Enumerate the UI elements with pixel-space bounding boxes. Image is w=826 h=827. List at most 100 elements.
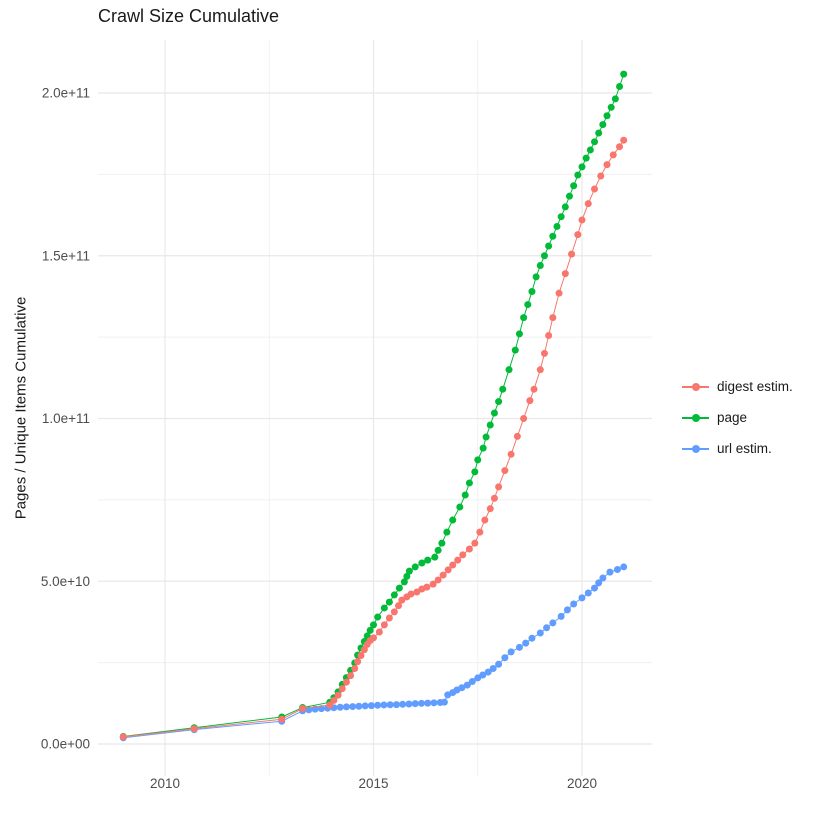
series-point [568, 250, 576, 258]
series-point [490, 494, 498, 502]
legend-key-url-estim-icon [682, 439, 709, 458]
series-point [392, 701, 400, 709]
series-point [570, 182, 578, 190]
series-point [607, 103, 615, 111]
series-point [357, 651, 365, 659]
series-point [520, 415, 528, 422]
series-point [582, 154, 590, 162]
series-point [481, 516, 489, 524]
series-point [515, 330, 523, 338]
series-point [438, 539, 446, 547]
series-point [334, 691, 342, 699]
legend-item-digest-estim: digest estim. [682, 377, 793, 396]
series-point [549, 619, 557, 627]
series-point [586, 146, 594, 154]
series-point [367, 702, 375, 710]
series-point [599, 574, 607, 582]
series-point [458, 684, 466, 692]
series-point [620, 136, 628, 144]
chart-title: Crawl Size Cumulative [98, 6, 280, 26]
series-point [351, 664, 359, 672]
series-point [468, 678, 476, 686]
series-point [490, 409, 498, 417]
series-point [385, 598, 393, 606]
series-point [616, 82, 624, 90]
series-point [528, 288, 536, 296]
series-point [495, 660, 503, 668]
series-point [599, 121, 607, 129]
series-point [424, 556, 432, 564]
series-point [400, 578, 408, 586]
series-point [418, 559, 426, 567]
series-point [536, 366, 544, 374]
series-point [570, 600, 578, 608]
series-point [578, 216, 586, 224]
series-point [532, 273, 540, 281]
series-point [366, 626, 374, 634]
legend-label-page: page [717, 410, 748, 425]
legend-item-page: page [682, 408, 793, 427]
series-point [380, 701, 388, 709]
series-point [486, 421, 494, 429]
series-point [430, 699, 438, 707]
series-point [479, 671, 487, 679]
series-point [561, 270, 569, 278]
series-point [439, 571, 447, 579]
series-point [595, 129, 603, 137]
series-point [565, 192, 573, 200]
series-point [555, 289, 563, 297]
series-point [526, 397, 534, 405]
series-point [449, 561, 457, 569]
series-point [591, 584, 599, 592]
series-point [370, 634, 377, 642]
series-point [474, 456, 482, 464]
series-point [423, 583, 431, 591]
series-point [620, 70, 628, 78]
series-point [336, 703, 344, 711]
series-point [507, 450, 515, 458]
series-point [411, 700, 419, 708]
series-point [574, 171, 582, 179]
series-point [461, 491, 469, 499]
series-point [390, 591, 398, 599]
series-point [390, 608, 398, 616]
series-point [591, 185, 599, 193]
series-point [374, 701, 382, 709]
series-point [465, 479, 473, 487]
series-point [536, 629, 544, 637]
series-point [578, 163, 586, 171]
series-point [606, 568, 614, 576]
series-point [501, 467, 509, 475]
series-point [361, 702, 369, 710]
y-tick-label: 1.5e+11 [42, 248, 90, 263]
series-point [549, 314, 557, 322]
series-point [530, 385, 538, 393]
series-point [471, 468, 479, 476]
series-point [611, 95, 619, 103]
series-point [603, 161, 611, 169]
series-point [489, 664, 497, 672]
series-point [395, 602, 403, 610]
y-tick-label: 2.0e+11 [42, 86, 90, 101]
series-point [463, 681, 471, 689]
series-point [370, 621, 377, 629]
series-point [528, 634, 536, 642]
legend: digest estim. page url estim. [682, 377, 793, 458]
series-point [595, 579, 603, 587]
series-point [338, 685, 346, 693]
series-point [349, 703, 357, 711]
series-point [354, 658, 362, 666]
series-point [620, 563, 628, 571]
series-point [515, 643, 523, 651]
series-point [561, 203, 569, 211]
series-point [395, 584, 403, 592]
x-tick-label: 2015 [358, 776, 388, 791]
series-point [431, 553, 439, 561]
y-axis-title: Pages / Unique Items Cumulative [12, 296, 30, 520]
series-point [403, 572, 411, 580]
x-tick-label: 2010 [150, 776, 180, 791]
series-point [424, 699, 432, 707]
series-point [524, 301, 532, 309]
series-point [386, 701, 394, 709]
